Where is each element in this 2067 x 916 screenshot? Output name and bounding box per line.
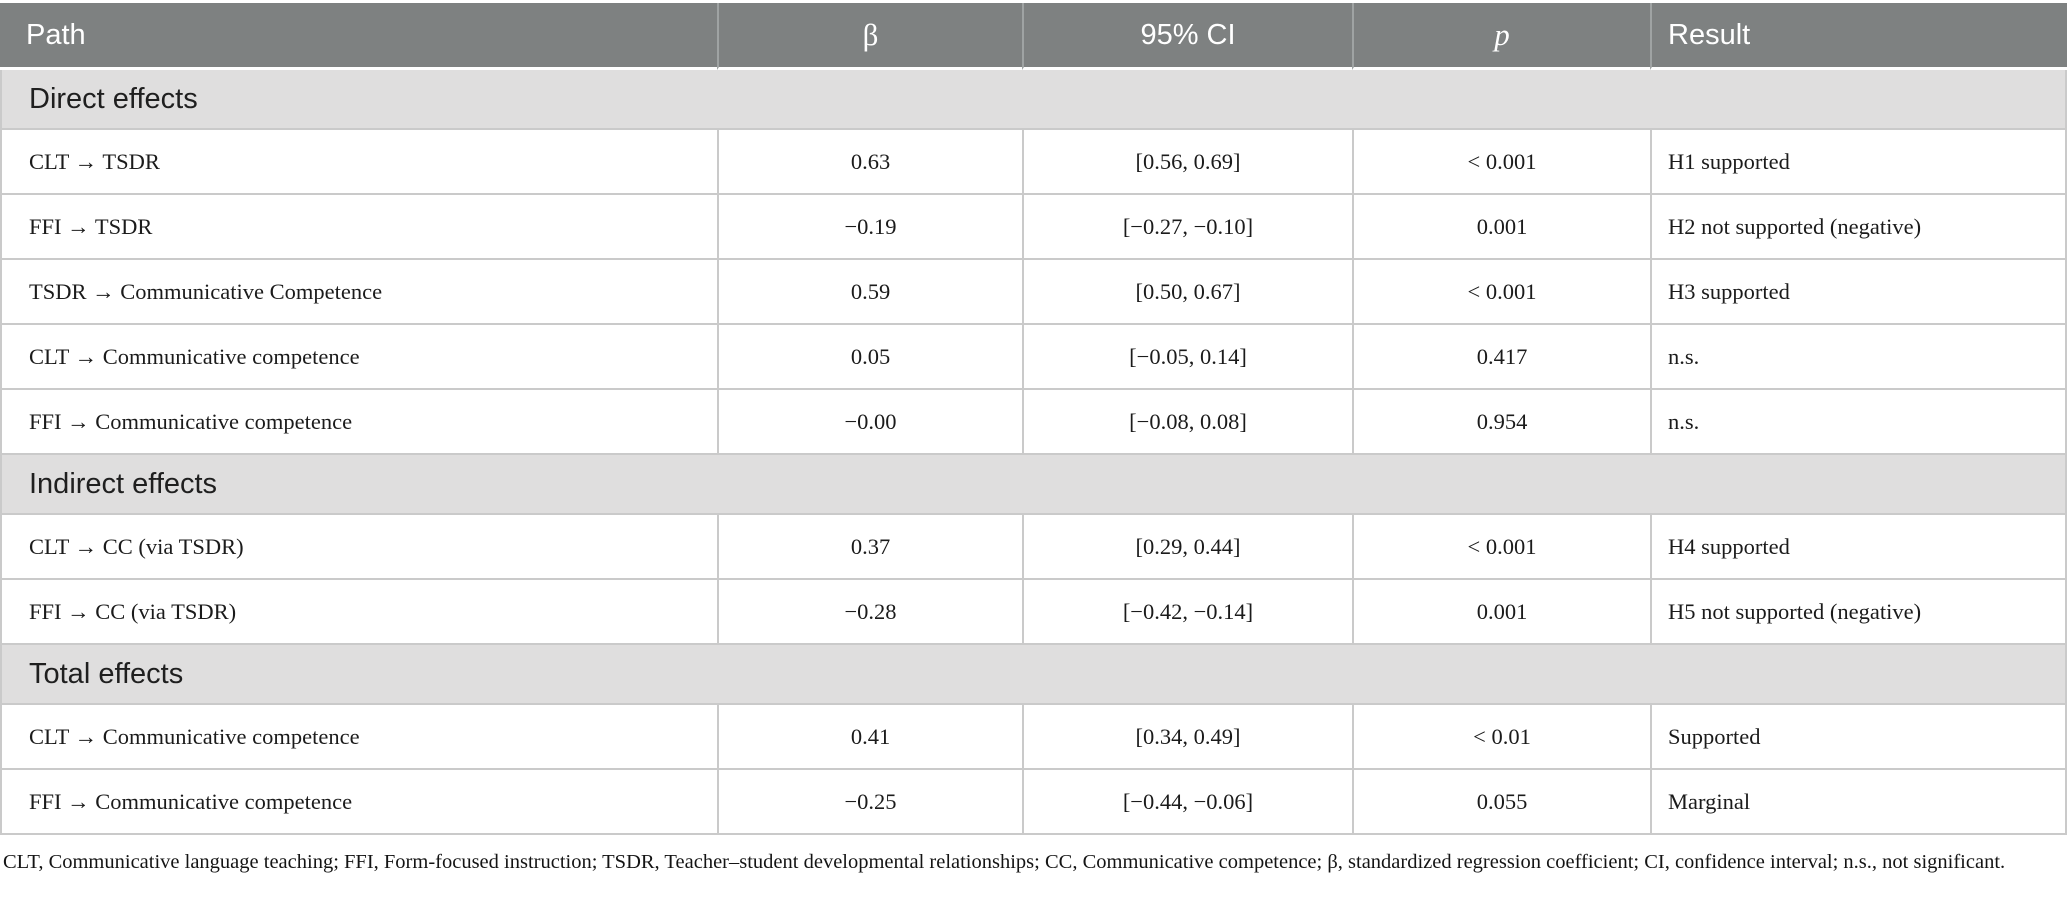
table-row: FFI → Communicative competence −0.00 [−0.0… bbox=[0, 390, 2067, 455]
cell-ci: [−0.42, −0.14] bbox=[1022, 580, 1352, 645]
cell-ci: [−0.08, 0.08] bbox=[1022, 390, 1352, 455]
cell-path: CLT → Communicative competence bbox=[0, 705, 717, 770]
cell-beta: −0.28 bbox=[717, 580, 1022, 645]
cell-ci: [0.29, 0.44] bbox=[1022, 515, 1352, 580]
cell-result: n.s. bbox=[1650, 390, 2067, 455]
section-title: Total effects bbox=[0, 645, 2067, 705]
cell-result: H5 not supported (negative) bbox=[1650, 580, 2067, 645]
cell-beta: 0.63 bbox=[717, 130, 1022, 195]
cell-p: < 0.01 bbox=[1352, 705, 1650, 770]
cell-path: FFI → Communicative competence bbox=[0, 770, 717, 835]
cell-p: 0.001 bbox=[1352, 580, 1650, 645]
cell-result: Supported bbox=[1650, 705, 2067, 770]
column-header-p: p bbox=[1352, 3, 1650, 70]
cell-ci: [−0.27, −0.10] bbox=[1022, 195, 1352, 260]
cell-p: 0.417 bbox=[1352, 325, 1650, 390]
path-effects-table: Path β 95% CI p Result Direct effects CLT → T… bbox=[0, 3, 2067, 835]
table-header-row: Path β 95% CI p Result bbox=[0, 3, 2067, 70]
cell-path: CLT → Communicative competence bbox=[0, 325, 717, 390]
table-row: CLT → TSDR 0.63 [0.56, 0.69] < 0.001 H1 supp… bbox=[0, 130, 2067, 195]
cell-p: 0.055 bbox=[1352, 770, 1650, 835]
table-footnote: CLT, Communicative language teaching; FF… bbox=[3, 851, 2006, 873]
column-header-result: Result bbox=[1650, 3, 2067, 70]
cell-p: 0.954 bbox=[1352, 390, 1650, 455]
cell-result: H3 supported bbox=[1650, 260, 2067, 325]
column-header-ci: 95% CI bbox=[1022, 3, 1352, 70]
table-row: FFI → TSDR −0.19 [−0.27, −0.10] 0.001 H2 not… bbox=[0, 195, 2067, 260]
cell-beta: 0.41 bbox=[717, 705, 1022, 770]
table-row: CLT → CC (via TSDR) 0.37 [0.29, 0.44] < 0.0… bbox=[0, 515, 2067, 580]
cell-p: < 0.001 bbox=[1352, 260, 1650, 325]
cell-result: H4 supported bbox=[1650, 515, 2067, 580]
cell-path: CLT → TSDR bbox=[0, 130, 717, 195]
section-row: Indirect effects bbox=[0, 455, 2067, 515]
section-title: Indirect effects bbox=[0, 455, 2067, 515]
cell-beta: −0.00 bbox=[717, 390, 1022, 455]
cell-path: FFI → Communicative competence bbox=[0, 390, 717, 455]
cell-result: Marginal bbox=[1650, 770, 2067, 835]
cell-result: H2 not supported (negative) bbox=[1650, 195, 2067, 260]
table-row: FFI → Communicative competence −0.25 [−0.4… bbox=[0, 770, 2067, 835]
cell-beta: 0.37 bbox=[717, 515, 1022, 580]
cell-ci: [−0.44, −0.06] bbox=[1022, 770, 1352, 835]
cell-beta: −0.19 bbox=[717, 195, 1022, 260]
cell-path: FFI → CC (via TSDR) bbox=[0, 580, 717, 645]
cell-ci: [0.50, 0.67] bbox=[1022, 260, 1352, 325]
cell-result: H1 supported bbox=[1650, 130, 2067, 195]
section-title: Direct effects bbox=[0, 70, 2067, 130]
table-row: CLT → Communicative competence 0.41 [0.34,… bbox=[0, 705, 2067, 770]
cell-p: 0.001 bbox=[1352, 195, 1650, 260]
table-row: TSDR → Communicative Competence 0.59 [0.50… bbox=[0, 260, 2067, 325]
cell-ci: [−0.05, 0.14] bbox=[1022, 325, 1352, 390]
column-header-path: Path bbox=[0, 3, 717, 70]
cell-beta: −0.25 bbox=[717, 770, 1022, 835]
cell-beta: 0.59 bbox=[717, 260, 1022, 325]
section-row: Total effects bbox=[0, 645, 2067, 705]
table-row: CLT → Communicative competence 0.05 [−0.05… bbox=[0, 325, 2067, 390]
cell-path: TSDR → Communicative Competence bbox=[0, 260, 717, 325]
column-header-beta: β bbox=[717, 3, 1022, 70]
table-row: FFI → CC (via TSDR) −0.28 [−0.42, −0.14] 0.… bbox=[0, 580, 2067, 645]
cell-ci: [0.34, 0.49] bbox=[1022, 705, 1352, 770]
cell-p: < 0.001 bbox=[1352, 515, 1650, 580]
cell-beta: 0.05 bbox=[717, 325, 1022, 390]
cell-path: CLT → CC (via TSDR) bbox=[0, 515, 717, 580]
cell-path: FFI → TSDR bbox=[0, 195, 717, 260]
cell-p: < 0.001 bbox=[1352, 130, 1650, 195]
section-row: Direct effects bbox=[0, 70, 2067, 130]
cell-result: n.s. bbox=[1650, 325, 2067, 390]
cell-ci: [0.56, 0.69] bbox=[1022, 130, 1352, 195]
